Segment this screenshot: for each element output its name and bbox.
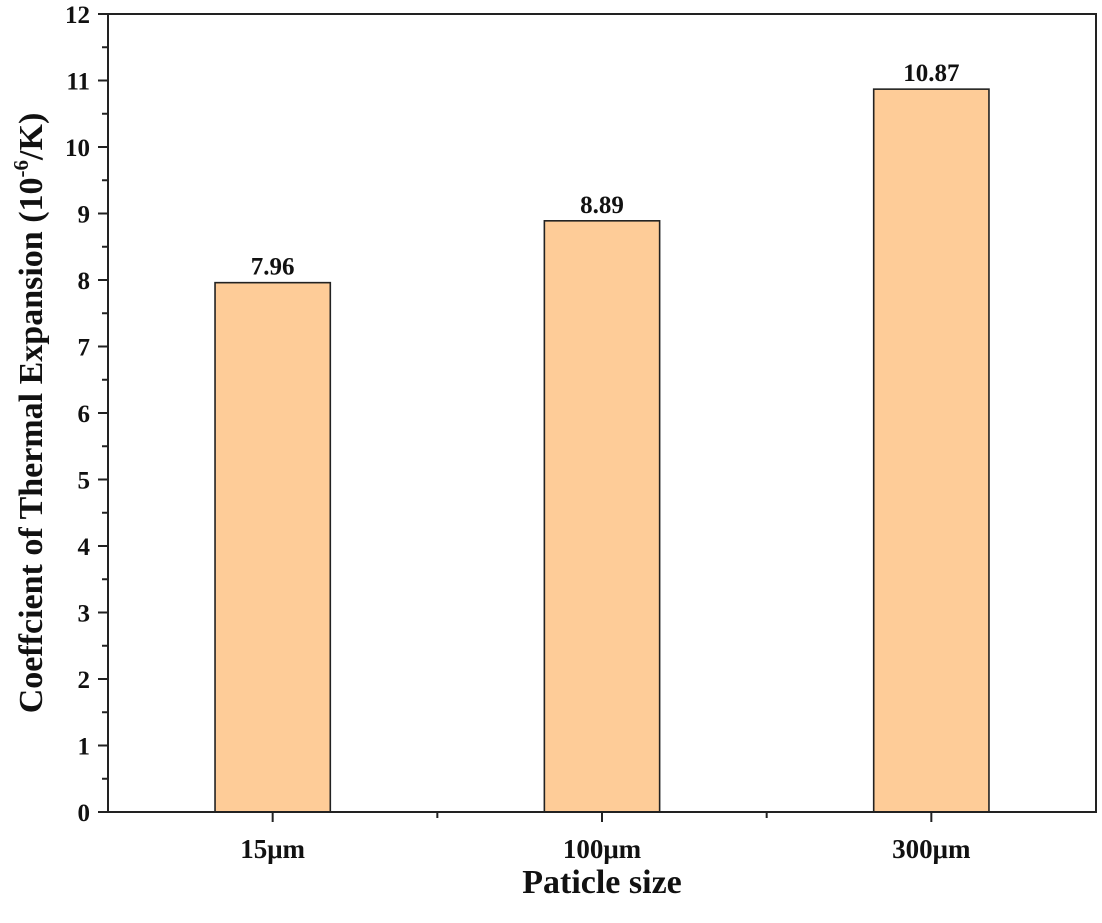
y-tick-label-12: 12 [65,2,90,29]
y-axis-title-superscript: -6 [9,160,33,178]
bar-0 [214,281,332,813]
y-tick-label-3: 3 [78,601,91,628]
y-tick-label-5: 5 [78,468,91,495]
bars-layer [214,88,990,813]
y-tick-label-4: 4 [78,534,91,561]
y-tick-label-2: 2 [78,667,91,694]
y-tick-label-10: 10 [65,135,90,162]
data-label-0: 7.96 [251,254,295,281]
bar-2 [872,88,990,813]
plot-frame [107,13,1097,813]
labels-layer: 7.9615μm8.89100μm10.87300μm0123456789101… [65,2,971,864]
y-tick-label-11: 11 [66,69,90,96]
y-tick-label-7: 7 [78,335,91,362]
y-tick-label-1: 1 [78,734,91,761]
data-label-2: 10.87 [903,60,959,87]
y-tick-label-8: 8 [78,268,91,295]
x-tick-label-0: 15μm [240,834,305,864]
x-tick-label-1: 100μm [563,834,642,864]
x-axis-title: Paticle size [522,864,682,901]
axes-layer [98,13,1097,822]
bar-1 [543,220,661,813]
y-tick-label-9: 9 [78,202,91,229]
y-axis-title-main: Coeffcient of Thermal Expansion (10 [13,177,50,713]
y-tick-label-0: 0 [78,800,91,827]
y-axis-title: Coeffcient of Thermal Expansion (10-6/K) [9,113,50,714]
y-tick-label-6: 6 [78,401,91,428]
y-axis-title-tail: /K) [13,113,50,161]
x-tick-label-2: 300μm [892,834,971,864]
data-label-1: 8.89 [580,192,624,219]
